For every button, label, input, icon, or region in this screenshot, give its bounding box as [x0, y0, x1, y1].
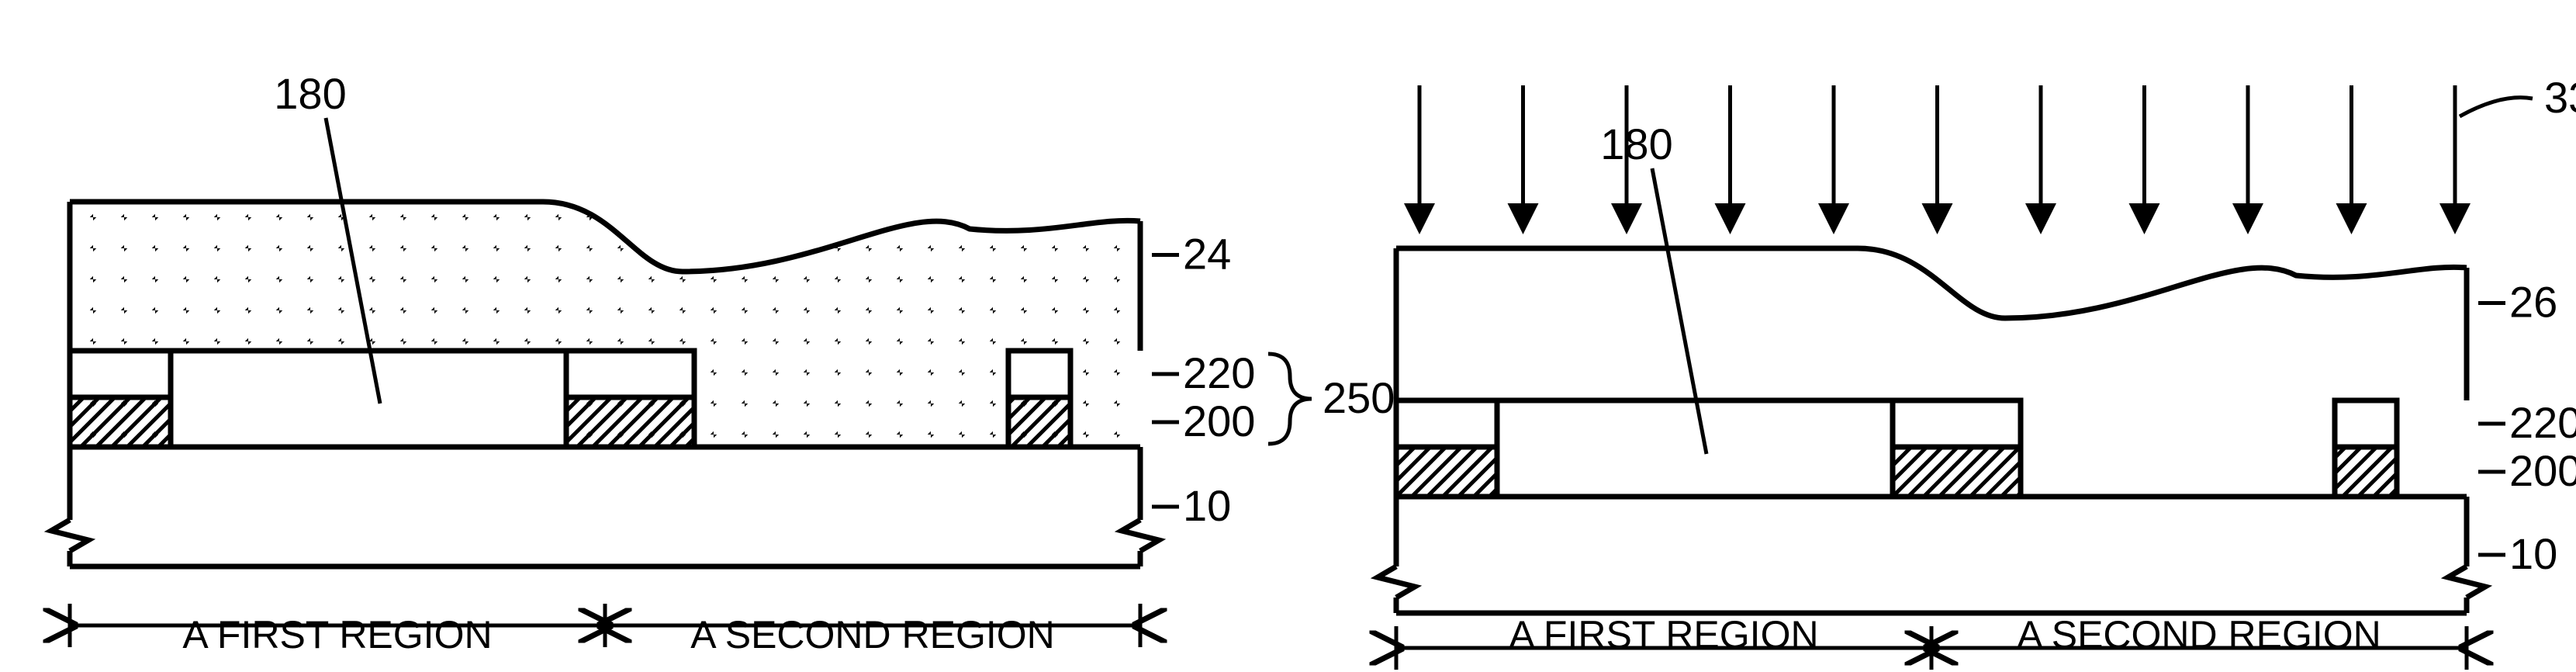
svg-text:180: 180: [1600, 120, 1672, 168]
svg-text:200: 200: [2509, 446, 2576, 495]
svg-text:A SECOND REGION: A SECOND REGION: [2017, 613, 2381, 656]
svg-text:10: 10: [1183, 481, 1231, 530]
svg-text:180: 180: [274, 69, 346, 118]
svg-text:10: 10: [2509, 529, 2557, 578]
svg-text:24: 24: [1183, 230, 1231, 279]
svg-text:A FIRST REGION: A FIRST REGION: [1509, 613, 1818, 656]
svg-text:200: 200: [1183, 397, 1255, 445]
svg-text:220: 220: [1183, 348, 1255, 397]
svg-text:330: 330: [2544, 73, 2576, 122]
svg-text:250: 250: [1323, 373, 1395, 422]
svg-text:26: 26: [2509, 278, 2557, 327]
svg-text:A SECOND REGION: A SECOND REGION: [690, 613, 1055, 656]
svg-text:A FIRST REGION: A FIRST REGION: [182, 613, 492, 656]
svg-text:220: 220: [2509, 398, 2576, 447]
